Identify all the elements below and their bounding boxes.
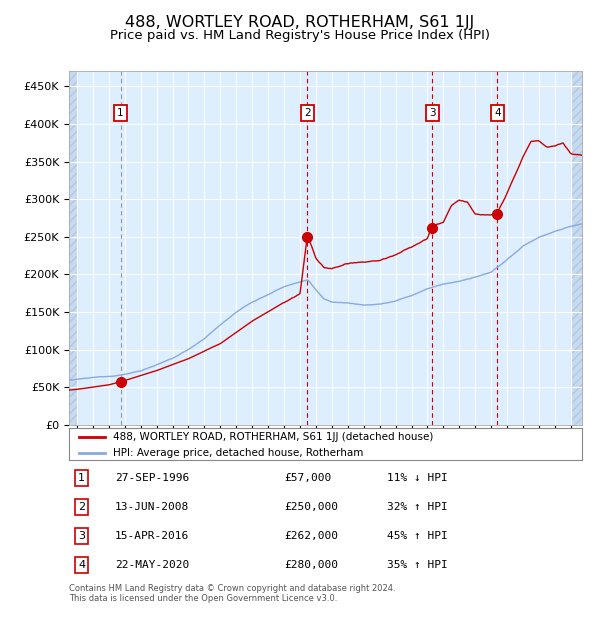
Text: HPI: Average price, detached house, Rotherham: HPI: Average price, detached house, Roth… (113, 448, 363, 458)
Text: 1: 1 (79, 473, 85, 483)
Text: 3: 3 (429, 108, 436, 118)
Text: 1: 1 (118, 108, 124, 118)
Bar (571, 71, 582, 425)
Text: £57,000: £57,000 (284, 473, 332, 483)
Text: 488, WORTLEY ROAD, ROTHERHAM, S61 1JJ (detached house): 488, WORTLEY ROAD, ROTHERHAM, S61 1JJ (d… (113, 432, 433, 442)
Text: 13-JUN-2008: 13-JUN-2008 (115, 502, 190, 512)
Text: £280,000: £280,000 (284, 560, 338, 570)
Text: £250,000: £250,000 (284, 502, 338, 512)
Text: 4: 4 (78, 560, 85, 570)
Text: 2: 2 (304, 108, 310, 118)
Text: 32% ↑ HPI: 32% ↑ HPI (387, 502, 448, 512)
Text: 15-APR-2016: 15-APR-2016 (115, 531, 190, 541)
Text: 22-MAY-2020: 22-MAY-2020 (115, 560, 190, 570)
Text: 27-SEP-1996: 27-SEP-1996 (115, 473, 190, 483)
Text: 3: 3 (79, 531, 85, 541)
Text: 4: 4 (494, 108, 501, 118)
Text: Contains HM Land Registry data © Crown copyright and database right 2024.
This d: Contains HM Land Registry data © Crown c… (69, 584, 395, 603)
Bar (69, 71, 77, 425)
Text: 11% ↓ HPI: 11% ↓ HPI (387, 473, 448, 483)
Text: 488, WORTLEY ROAD, ROTHERHAM, S61 1JJ: 488, WORTLEY ROAD, ROTHERHAM, S61 1JJ (125, 15, 475, 30)
Text: Price paid vs. HM Land Registry's House Price Index (HPI): Price paid vs. HM Land Registry's House … (110, 29, 490, 42)
Text: £262,000: £262,000 (284, 531, 338, 541)
Text: 35% ↑ HPI: 35% ↑ HPI (387, 560, 448, 570)
Text: 45% ↑ HPI: 45% ↑ HPI (387, 531, 448, 541)
Text: 2: 2 (78, 502, 85, 512)
